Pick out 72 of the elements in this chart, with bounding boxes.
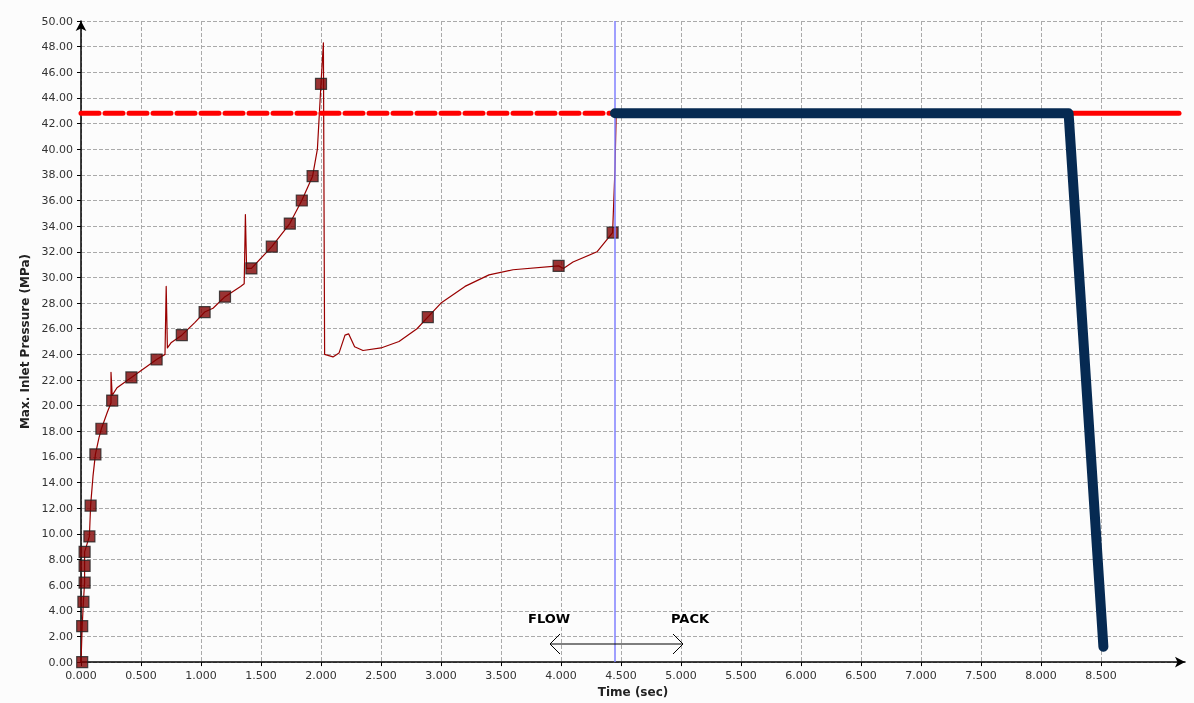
y-tick-label: 48.00 <box>41 40 73 54</box>
x-tick-label: 3.500 <box>485 669 517 683</box>
y-tick-label: 46.00 <box>41 65 73 79</box>
y-tick-label: 20.00 <box>41 399 73 413</box>
y-tick-label: 22.00 <box>41 373 73 387</box>
y-tick-label: 38.00 <box>41 168 73 182</box>
y-tick-label: 12.00 <box>41 501 73 515</box>
y-tick-label: 34.00 <box>41 219 73 233</box>
x-tick-label: 4.000 <box>545 669 577 683</box>
point <box>306 170 319 183</box>
point <box>218 290 232 303</box>
point <box>83 530 96 543</box>
point <box>198 305 211 319</box>
x-tick-label: 7.000 <box>905 669 937 683</box>
y-tick-label: 0.00 <box>48 655 73 669</box>
point <box>175 329 188 342</box>
point <box>265 240 278 253</box>
y-tick-label: 24.00 <box>41 347 73 361</box>
x-tick-label: 1.500 <box>245 669 277 683</box>
y-tick-label: 42.00 <box>41 117 73 131</box>
y-tick-label: 16.00 <box>41 450 73 464</box>
y-tick-label: 28.00 <box>41 296 73 310</box>
point <box>421 311 434 324</box>
point <box>76 656 89 669</box>
x-tick-label: 3.000 <box>425 669 457 683</box>
y-tick-label: 32.00 <box>41 245 73 259</box>
point <box>89 448 102 461</box>
x-tick-label: 2.000 <box>305 669 337 683</box>
y-tick-label: 14.00 <box>41 476 73 490</box>
annotation: FLOW <box>528 611 571 626</box>
y-tick-label: 6.00 <box>48 578 73 592</box>
y-tick-label: 50.00 <box>41 14 73 28</box>
point <box>295 194 308 207</box>
y-tick-label: 44.00 <box>41 91 73 105</box>
x-tick-label: 5.500 <box>725 669 757 683</box>
x-tick-label: 0.000 <box>65 669 97 683</box>
y-tick-label: 4.00 <box>48 604 73 618</box>
x-tick-label: 5.000 <box>665 669 697 683</box>
point <box>78 545 91 558</box>
point <box>314 77 328 90</box>
y-tick-label: 40.00 <box>41 142 73 156</box>
x-tick-label: 2.500 <box>365 669 397 683</box>
y-tick-label: 36.00 <box>41 194 73 208</box>
point <box>125 371 138 384</box>
y-tick-label: 10.00 <box>41 527 73 541</box>
point <box>245 262 258 275</box>
point <box>78 576 91 589</box>
point <box>76 620 89 633</box>
x-axis-title: Time (sec) <box>597 685 669 699</box>
y-tick-label: 18.00 <box>41 424 73 438</box>
point <box>106 394 119 407</box>
x-tick-label: 8.500 <box>1085 669 1117 683</box>
x-tick-label: 4.500 <box>605 669 637 683</box>
x-tick-label: 8.000 <box>1025 669 1057 683</box>
x-tick-label: 1.000 <box>185 669 217 683</box>
y-tick-label: 26.00 <box>41 322 73 336</box>
y-axis-title: Max. Inlet Pressure (MPa) <box>17 254 32 430</box>
point <box>283 217 296 230</box>
point <box>84 499 97 512</box>
x-tick-label: 6.000 <box>785 669 817 683</box>
point <box>150 353 163 366</box>
y-tick-label: 8.00 <box>48 553 73 567</box>
x-tick-label: 6.500 <box>845 669 877 683</box>
point <box>78 559 91 573</box>
point <box>77 595 90 608</box>
point <box>552 259 565 272</box>
annotation: PACK <box>671 611 710 626</box>
y-tick-label: 2.00 <box>48 629 73 643</box>
point <box>95 422 108 435</box>
x-tick-label: 0.500 <box>125 669 157 683</box>
x-tick-label: 7.500 <box>965 669 997 683</box>
y-tick-label: 30.00 <box>41 270 73 284</box>
